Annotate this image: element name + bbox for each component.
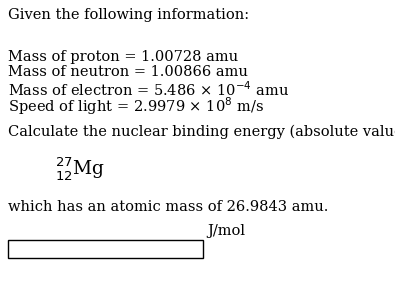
Text: Mass of electron = 5.486 × 10$^{-4}$ amu: Mass of electron = 5.486 × 10$^{-4}$ amu xyxy=(8,80,289,99)
Text: which has an atomic mass of 26.9843 amu.: which has an atomic mass of 26.9843 amu. xyxy=(8,200,328,214)
Bar xyxy=(8,240,203,258)
Text: $^{27}_{12}$Mg: $^{27}_{12}$Mg xyxy=(55,155,105,182)
Text: Speed of light = 2.9979 × 10$^{8}$ m/s: Speed of light = 2.9979 × 10$^{8}$ m/s xyxy=(8,95,264,117)
Text: Mass of neutron = 1.00866 amu: Mass of neutron = 1.00866 amu xyxy=(8,65,248,79)
Text: J/mol: J/mol xyxy=(207,224,245,238)
Text: Mass of proton = 1.00728 amu: Mass of proton = 1.00728 amu xyxy=(8,50,238,64)
Text: Given the following information:: Given the following information: xyxy=(8,8,249,22)
Text: Calculate the nuclear binding energy (absolute value) of: Calculate the nuclear binding energy (ab… xyxy=(8,125,395,139)
